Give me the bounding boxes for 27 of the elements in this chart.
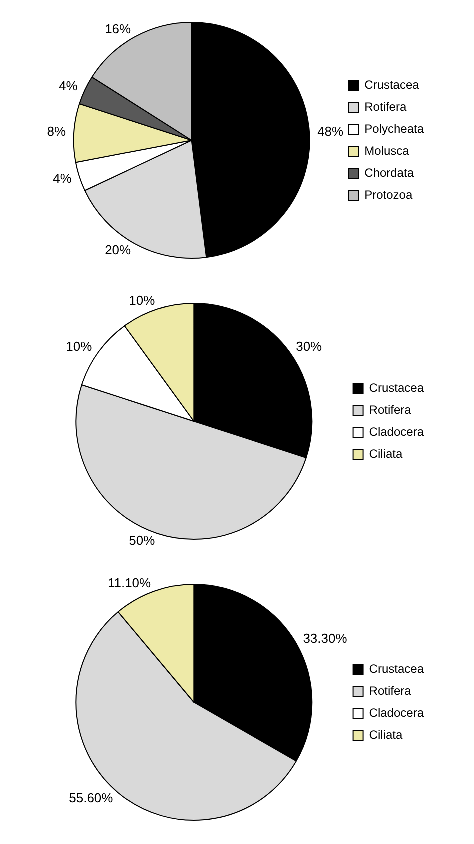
legend-label: Cladocera — [369, 706, 424, 720]
legend-label: Crustacea — [369, 380, 424, 395]
legend-label: Molusca — [364, 144, 410, 158]
data-label: 30% — [296, 339, 323, 354]
legend-label: Protozoa — [364, 188, 413, 202]
legend-label: Ciliata — [369, 728, 403, 742]
legend-label: Cladocera — [369, 424, 424, 439]
data-label: 48% — [318, 124, 344, 140]
data-label: 33.30% — [303, 630, 348, 646]
data-label: 11.10% — [108, 576, 152, 591]
data-label: 20% — [105, 242, 132, 258]
data-label: 4% — [53, 171, 72, 186]
data-label: 8% — [47, 124, 66, 140]
legend-label: Crustacea — [369, 662, 424, 676]
legend-label: Rotifera — [364, 100, 407, 114]
data-label: 16% — [105, 22, 132, 37]
legend-label: Rotifera — [369, 684, 412, 698]
data-label: 4% — [59, 78, 78, 94]
legend-label: Rotifera — [369, 402, 412, 417]
legend-label: Crustacea — [364, 78, 420, 92]
legend-label: Chordata — [364, 166, 414, 180]
data-label: 55.60% — [69, 790, 114, 806]
legend-label: Ciliata — [369, 446, 403, 461]
legend-label: Polycheata — [364, 122, 424, 136]
data-label: 10% — [129, 293, 156, 308]
data-label: 10% — [66, 339, 93, 354]
data-label: 50% — [129, 532, 156, 548]
